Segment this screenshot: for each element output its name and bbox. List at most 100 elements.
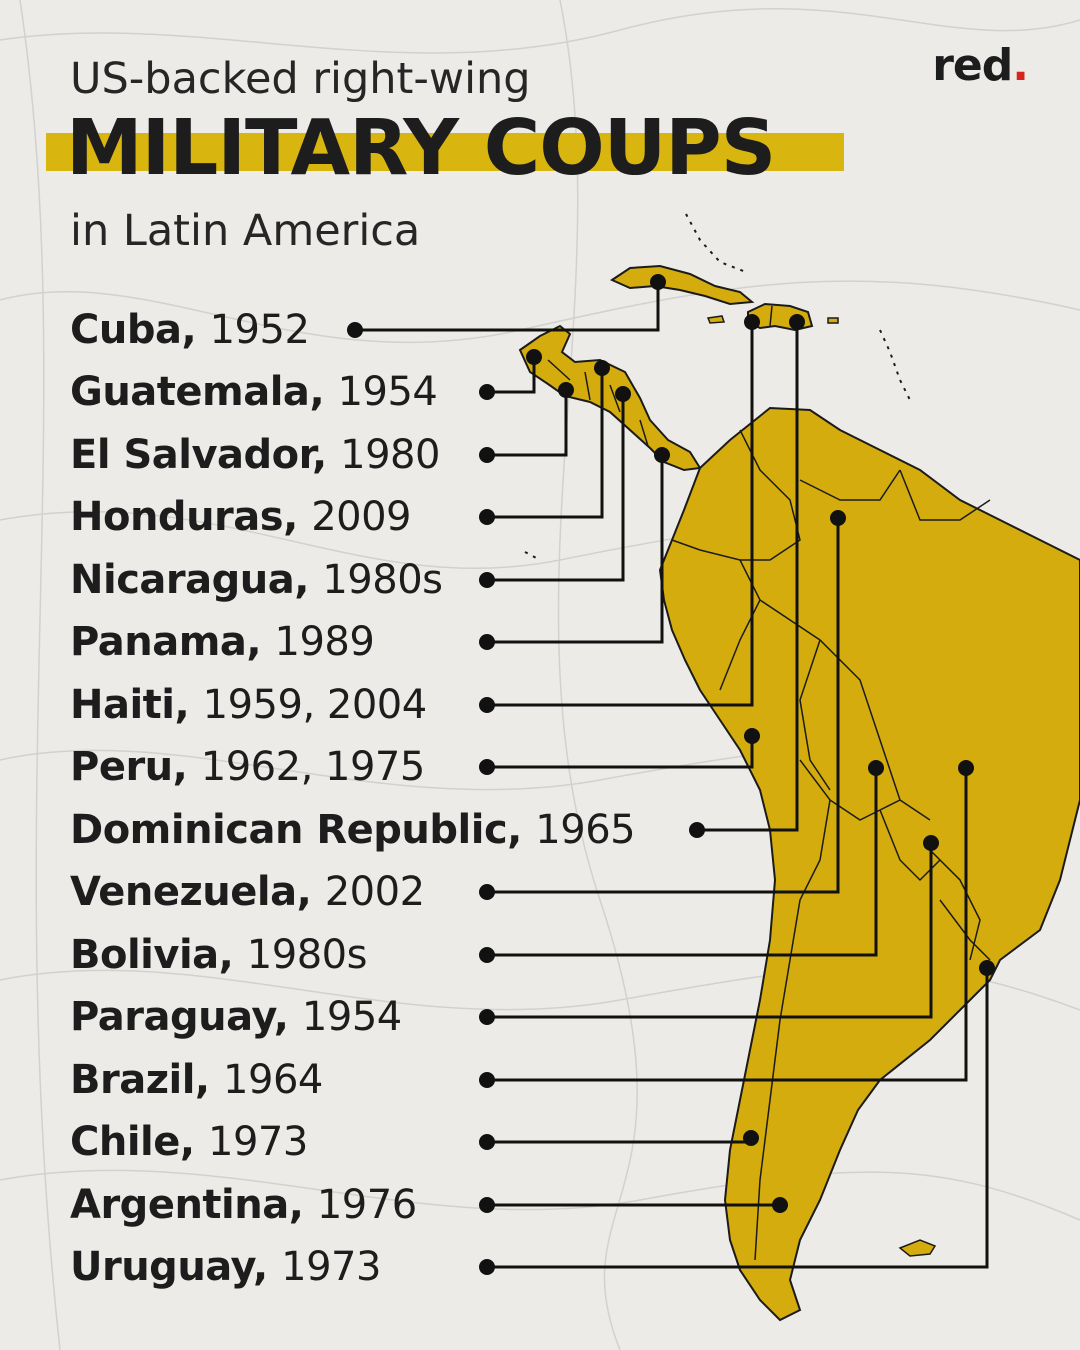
- connector-start-dot: [479, 884, 495, 900]
- coup-years: 2002: [324, 869, 425, 915]
- country-name: Peru: [70, 744, 173, 790]
- country-location-dot: [650, 274, 666, 290]
- coup-years: 1980s: [246, 932, 368, 978]
- coup-years: 1973: [281, 1244, 381, 1290]
- country-location-dot: [772, 1197, 788, 1213]
- connector-line: [487, 1138, 753, 1144]
- country-location-dot: [615, 386, 631, 402]
- country-name: Haiti: [70, 682, 175, 728]
- connector-line: [487, 843, 933, 1019]
- country-name: Paraguay: [70, 994, 274, 1040]
- title-line-1: US-backed right-wing: [70, 54, 531, 104]
- country-name: Panama: [70, 619, 247, 665]
- coup-years: 1976: [316, 1182, 417, 1228]
- country-name: Bolivia: [70, 932, 219, 978]
- coup-years: 2009: [311, 494, 411, 540]
- coup-entry: Brazil, 1964: [70, 1057, 323, 1103]
- title-highlight-bar: [46, 133, 844, 171]
- south-america-shape: [658, 406, 1080, 1322]
- coup-years: 1980: [340, 432, 440, 478]
- country-location-dot: [526, 349, 542, 365]
- country-location-dot: [743, 1130, 759, 1146]
- country-name: Dominican Republic: [70, 807, 508, 853]
- coup-years: 1962, 1975: [200, 744, 426, 790]
- coup-entry: Nicaragua, 1980s: [70, 557, 443, 603]
- connector-line: [487, 518, 840, 894]
- connector-line: [487, 368, 604, 519]
- coup-entry: Peru, 1962, 1975: [70, 744, 426, 790]
- coup-years: 1973: [208, 1119, 308, 1165]
- connector-start-dot: [479, 1009, 495, 1025]
- connector-line: [487, 768, 968, 1082]
- country-location-dot: [923, 835, 939, 851]
- connector-line: [487, 768, 878, 957]
- coup-years: 1952: [209, 307, 310, 353]
- country-name: Guatemala: [70, 369, 310, 415]
- connector-line: [487, 357, 536, 394]
- country-name: Argentina: [70, 1182, 289, 1228]
- coup-years: 1964: [223, 1057, 323, 1103]
- connector-start-dot: [479, 384, 495, 400]
- coup-years: 1989: [274, 619, 375, 665]
- country-name: Brazil: [70, 1057, 195, 1103]
- country-location-dot: [594, 360, 610, 376]
- country-name: El Salvador: [70, 432, 313, 478]
- country-location-dot: [958, 760, 974, 776]
- coup-entry: Guatemala, 1954: [70, 369, 438, 415]
- coup-entry: Uruguay, 1973: [70, 1244, 381, 1290]
- country-name: Chile: [70, 1119, 180, 1165]
- logo-text: red: [932, 40, 1013, 91]
- central-america-shape: [518, 324, 702, 472]
- connector-line: [487, 390, 568, 457]
- coup-years: 1954: [301, 994, 402, 1040]
- country-name: Honduras: [70, 494, 284, 540]
- coup-entry: Venezuela, 2002: [70, 869, 425, 915]
- country-location-dot: [830, 510, 846, 526]
- country-location-dot: [789, 314, 805, 330]
- country-location-dot: [744, 728, 760, 744]
- coup-years: 1959, 2004: [202, 682, 428, 728]
- country-location-dot: [558, 382, 574, 398]
- connector-start-dot: [479, 447, 495, 463]
- title-main: MILITARY COUPS: [66, 104, 776, 193]
- brand-logo: red.: [932, 40, 1029, 91]
- country-location-dot: [868, 760, 884, 776]
- country-location-dot: [744, 314, 760, 330]
- connector-line: [487, 968, 989, 1269]
- country-location-dot: [979, 960, 995, 976]
- coup-years: 1965: [535, 807, 636, 853]
- connector-start-dot: [479, 759, 495, 775]
- connector-line: [487, 322, 754, 707]
- connector-start-dot: [479, 947, 495, 963]
- country-location-dot: [654, 447, 670, 463]
- coup-entry: Panama, 1989: [70, 619, 375, 665]
- coup-entry: Dominican Republic, 1965: [70, 807, 636, 853]
- connector-start-dot: [479, 697, 495, 713]
- coup-years: 1980s: [322, 557, 443, 603]
- title-line-3: in Latin America: [70, 206, 421, 256]
- coup-entry: Chile, 1973: [70, 1119, 308, 1165]
- coup-years: 1954: [337, 369, 438, 415]
- country-name: Uruguay: [70, 1244, 254, 1290]
- coup-entry: Bolivia, 1980s: [70, 932, 368, 978]
- coup-entry: El Salvador, 1980: [70, 432, 440, 478]
- connector-line: [487, 455, 664, 644]
- connector-start-dot: [479, 1197, 495, 1213]
- connector-start-dot: [479, 1072, 495, 1088]
- connector-start-dot: [479, 572, 495, 588]
- coup-entry: Honduras, 2009: [70, 494, 411, 540]
- connector-line: [697, 322, 799, 832]
- connector-line: [487, 394, 625, 582]
- coup-entry: Argentina, 1976: [70, 1182, 417, 1228]
- coup-entry: Paraguay, 1954: [70, 994, 402, 1040]
- connector-line: [487, 736, 754, 769]
- coup-entry: Cuba, 1952: [70, 307, 310, 353]
- connector-start-dot: [479, 634, 495, 650]
- connector-start-dot: [347, 322, 363, 338]
- country-name: Nicaragua: [70, 557, 295, 603]
- connector-start-dot: [479, 1134, 495, 1150]
- country-name: Venezuela: [70, 869, 297, 915]
- country-name: Cuba: [70, 307, 182, 353]
- connector-start-dot: [689, 822, 705, 838]
